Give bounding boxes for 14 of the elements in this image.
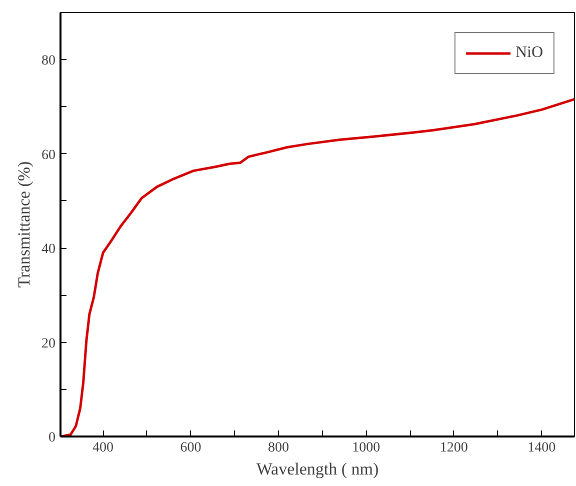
x-tick-label: 1000	[352, 440, 380, 456]
y-tick-label: 40	[42, 242, 56, 258]
y-tick-label: 60	[42, 148, 56, 163]
x-tick-label: 800	[268, 440, 289, 456]
x-tick-label: 1200	[440, 440, 468, 456]
x-tick-label: 600	[180, 440, 202, 456]
x-tick-label: 1400	[528, 440, 556, 456]
x-axis-title: Wavelength ( nm)	[256, 460, 379, 478]
legend-label: NiO	[515, 44, 543, 62]
y-tick-label: 20	[42, 336, 56, 352]
y-axis-title: Transmittance (%)	[14, 161, 34, 288]
x-tick-label: 400	[92, 440, 114, 456]
y-tick-label: 0	[48, 430, 56, 446]
y-tick-label: 80	[42, 54, 56, 69]
